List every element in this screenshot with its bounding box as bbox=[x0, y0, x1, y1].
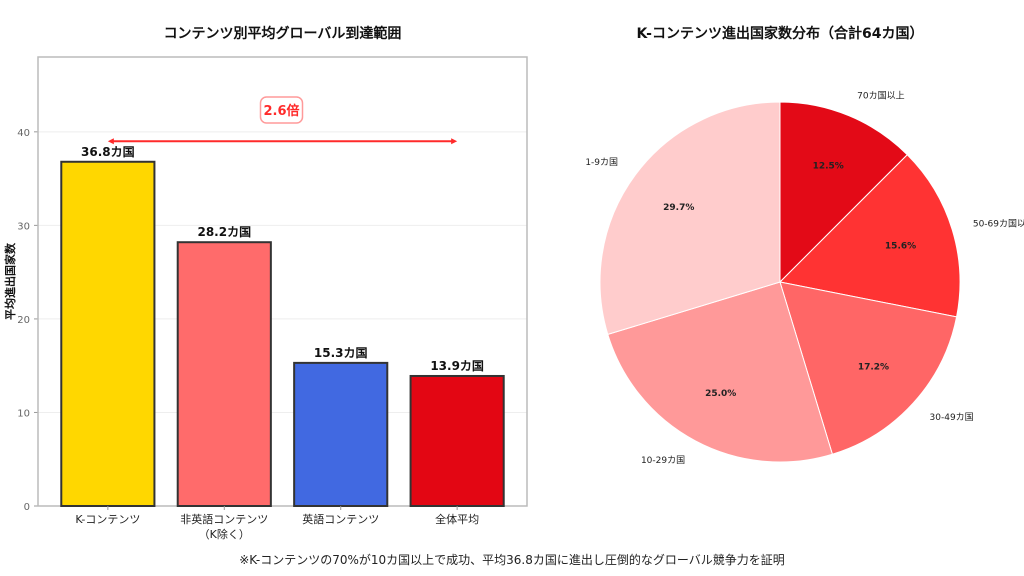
pie-slice bbox=[607, 281, 834, 463]
pie-pct-label: 15.6% bbox=[885, 241, 916, 251]
pie-slice bbox=[779, 101, 908, 284]
pie-pct-label: 12.5% bbox=[813, 162, 844, 172]
plot-frame bbox=[37, 56, 528, 507]
x-tick-label: K-コンテンツ bbox=[75, 513, 140, 526]
annotation-box bbox=[259, 96, 304, 124]
bar bbox=[176, 241, 272, 507]
y-tick-label: 0 bbox=[24, 502, 30, 513]
arrow-head-left bbox=[107, 138, 114, 145]
y-tick-label: 10 bbox=[17, 408, 30, 419]
y-tick-label: 40 bbox=[17, 128, 30, 139]
x-tick-label: 全体平均 bbox=[435, 512, 479, 526]
bar-data-label: 13.9カ国 bbox=[430, 359, 484, 373]
bar bbox=[293, 361, 389, 507]
pie-slice-label: 30-49カ国 bbox=[930, 412, 974, 423]
pie-slice-label: 50-69カ国以上 bbox=[973, 218, 1024, 229]
footnote: ※K-コンテンツの70%が10カ国以上で成功、平均36.8カ国に進出し圧倒的なグ… bbox=[239, 553, 785, 567]
bar-data-label: 15.3カ国 bbox=[314, 346, 368, 360]
pie-slice bbox=[599, 101, 781, 336]
pie-chart-title: K-コンテンツ進出国家数分布（合計64カ国） bbox=[637, 25, 924, 42]
bar-data-label: 36.8カ国 bbox=[81, 145, 135, 159]
x-tick-label: （K除く） bbox=[199, 527, 250, 541]
y-tick-label: 20 bbox=[17, 315, 30, 326]
y-axis-label: 平均進出国家数 bbox=[3, 242, 17, 320]
pie-pct-label: 25.0% bbox=[705, 389, 736, 399]
arrow-head-right bbox=[451, 138, 458, 145]
x-tick-label: 英語コンテンツ bbox=[302, 512, 379, 526]
pie-pct-label: 17.2% bbox=[858, 363, 889, 373]
x-tick-label: 非英語コンテンツ bbox=[180, 512, 268, 526]
pie-slice-label: 10-29カ国 bbox=[641, 455, 685, 466]
pie-slice-label: 1-9カ国 bbox=[585, 157, 618, 168]
pie-slice bbox=[778, 154, 961, 318]
bar-chart-title: コンテンツ別平均グローバル到達範囲 bbox=[164, 25, 402, 42]
pie-slice bbox=[779, 281, 958, 455]
bar bbox=[409, 374, 505, 507]
pie-pct-label: 29.7% bbox=[663, 203, 694, 213]
annotation-text: 2.6倍 bbox=[263, 103, 299, 119]
bar-data-label: 28.2カ国 bbox=[197, 225, 251, 239]
y-tick-label: 30 bbox=[17, 221, 30, 232]
bar bbox=[60, 160, 156, 507]
pie-slice-label: 70カ国以上 bbox=[857, 91, 904, 102]
